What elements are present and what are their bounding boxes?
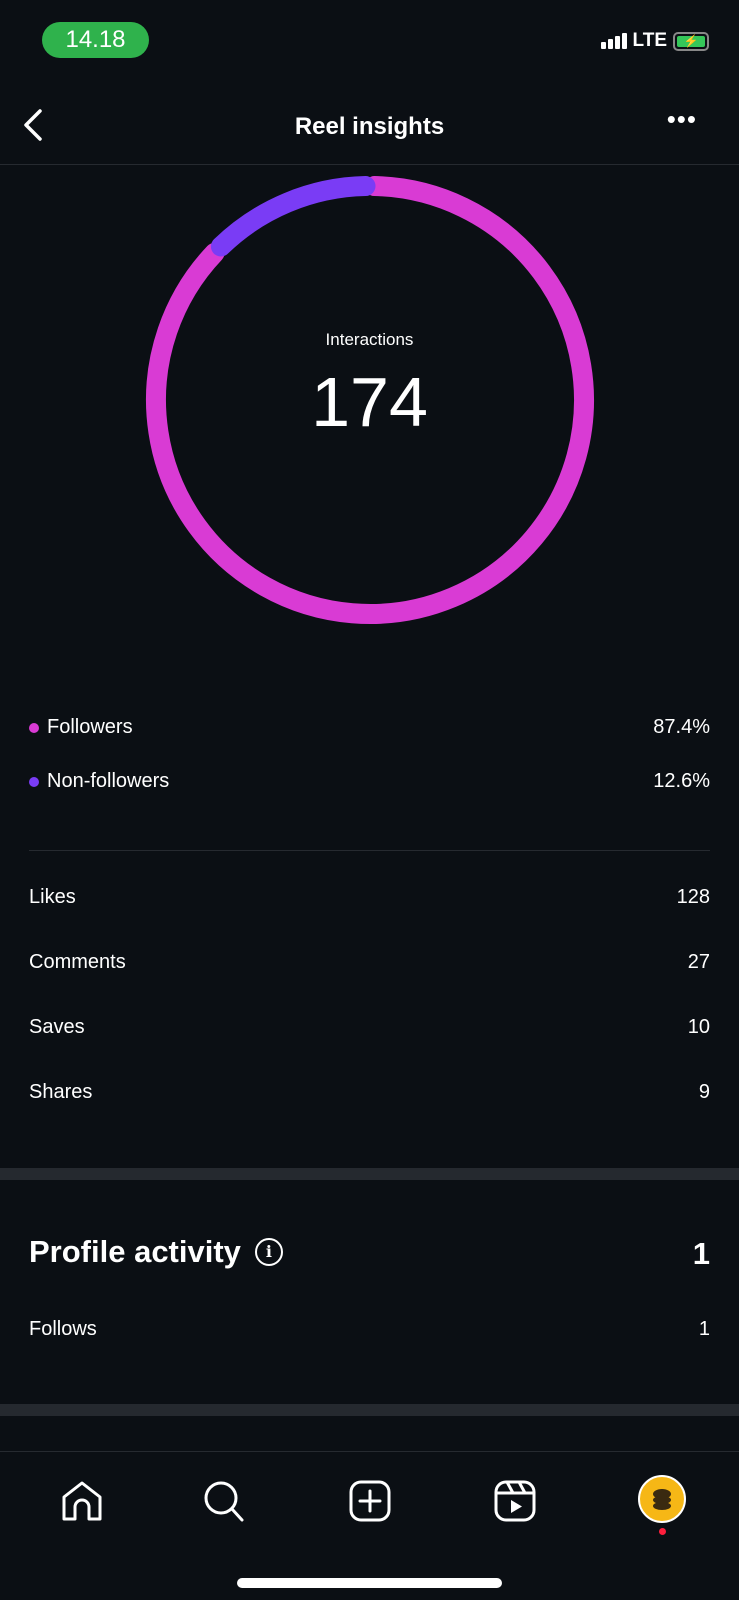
metric-value: 10 (687, 1016, 710, 1038)
section-separator (0, 1404, 739, 1416)
bottom-navigation (0, 1452, 739, 1600)
search-icon (204, 1481, 244, 1522)
home-indicator (237, 1578, 502, 1588)
nav-divider (0, 1451, 739, 1452)
nav-home[interactable] (57, 1476, 107, 1526)
divider (29, 850, 710, 851)
section-separator (0, 1168, 739, 1180)
metric-label: Likes (29, 886, 76, 908)
interactions-total: 174 (311, 363, 428, 441)
profile-avatar (638, 1475, 686, 1523)
metric-value: 128 (676, 886, 710, 908)
profile-activity-heading: Profile activity i (29, 1234, 283, 1270)
more-options-button[interactable]: ••• (666, 104, 697, 134)
back-button[interactable] (22, 108, 44, 151)
interactions-donut-chart (146, 176, 594, 624)
metric-row-comments: Comments 27 (29, 951, 710, 974)
metric-value: 27 (687, 951, 710, 973)
metric-value: 9 (698, 1081, 710, 1103)
metric-row-saves: Saves 10 (29, 1016, 710, 1039)
info-icon[interactable]: i (254, 1238, 283, 1266)
legend-value: 12.6% (653, 770, 710, 792)
profile-activity-title: Profile activity (29, 1234, 241, 1269)
nav-reels[interactable] (490, 1476, 540, 1526)
legend-followers: Followers 87.4% (29, 716, 710, 739)
nav-create[interactable] (345, 1476, 395, 1526)
interactions-label: Interactions (325, 330, 414, 349)
page-title: Reel insights (294, 113, 445, 140)
status-icons: LTE ⚡ (600, 30, 709, 52)
nav-search[interactable] (199, 1476, 249, 1526)
profile-row-label: Follows (29, 1318, 97, 1340)
nav-profile[interactable] (637, 1474, 687, 1524)
create-icon (349, 1480, 391, 1522)
signal-icon (600, 33, 627, 49)
network-label: LTE (632, 30, 667, 51)
legend-label: Non-followers (47, 770, 170, 792)
battery-charging-icon: ⚡ (673, 31, 709, 51)
followers-dot (29, 723, 39, 733)
status-time: 14.18 (42, 22, 149, 58)
profile-row-value: 1 (698, 1318, 710, 1340)
legend-non-followers: Non-followers 12.6% (29, 770, 710, 793)
metric-label: Comments (29, 951, 126, 973)
non-followers-dot (29, 777, 39, 787)
legend-value: 87.4% (653, 716, 710, 738)
metric-label: Saves (29, 1016, 85, 1038)
profile-row-follows: Follows 1 (29, 1318, 710, 1341)
legend-label: Followers (47, 716, 133, 738)
chevron-left-icon (24, 109, 42, 141)
metric-row-shares: Shares 9 (29, 1081, 710, 1104)
metric-label: Shares (29, 1081, 93, 1103)
home-icon (62, 1481, 102, 1521)
header-divider (0, 164, 739, 165)
donut-segment-non-followers (210, 176, 376, 257)
profile-activity-total: 1 (692, 1236, 710, 1271)
donut-segment-followers (146, 176, 594, 624)
notification-dot (659, 1528, 666, 1535)
metric-row-likes: Likes 128 (29, 886, 710, 909)
reels-icon (494, 1480, 536, 1522)
